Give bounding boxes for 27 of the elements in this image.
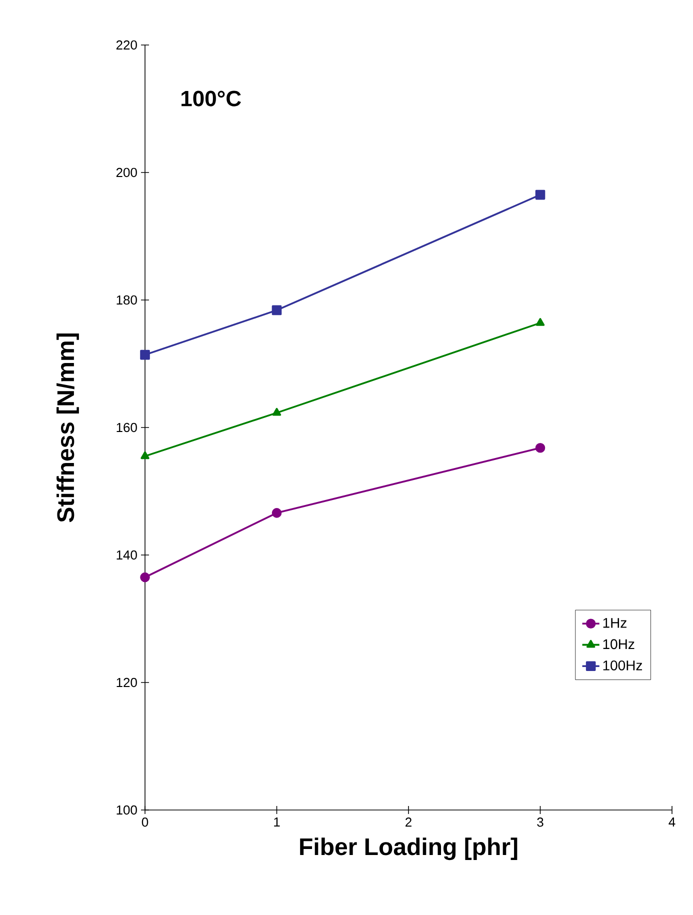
y-tick-label: 120 (116, 678, 137, 688)
legend-label: 100Hz (603, 660, 642, 670)
legend-label: 1Hz (603, 618, 626, 628)
y-tick-label: 100 (116, 805, 137, 815)
y-tick-label: 160 (116, 422, 137, 432)
point (535, 190, 546, 200)
x-tick-label: 4 (668, 818, 676, 826)
point (272, 408, 282, 416)
x-tick-label: 2 (406, 818, 412, 827)
point (140, 350, 150, 360)
y-tick-label: 220 (116, 40, 137, 50)
point (536, 318, 545, 326)
x-tick-label: 3 (537, 818, 544, 827)
legend-label: 10Hz (603, 639, 634, 650)
annotation: 100°C (182, 90, 241, 106)
point (272, 508, 282, 518)
point (140, 451, 150, 460)
y-axis-title: Stiffness [N/mm] (56, 334, 79, 522)
y-tick-label: 200 (116, 168, 137, 178)
y-tick-label: 180 (116, 295, 137, 305)
point (535, 442, 546, 453)
x-tick-label: 0 (142, 818, 148, 827)
x-axis-title: Fiber Loading [phr] (300, 838, 518, 860)
x-tick-label: 1 (274, 818, 280, 826)
point (272, 305, 282, 316)
point (140, 572, 150, 582)
y-tick-label: 140 (116, 550, 137, 560)
